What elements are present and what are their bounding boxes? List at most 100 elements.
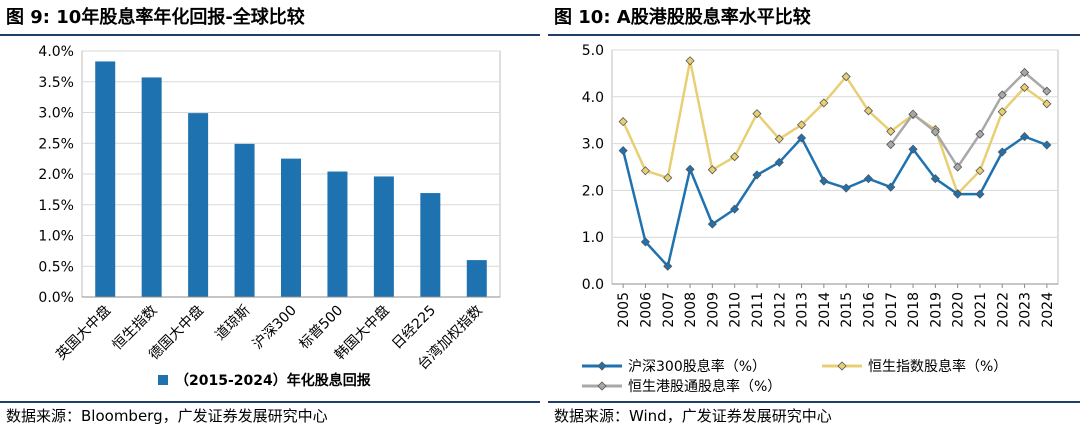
y-tick-label: 0.0% bbox=[38, 290, 74, 306]
right-figure-title: 图 10: A股港股股息率水平比较 bbox=[554, 3, 811, 33]
y-tick-label: 2.0 bbox=[582, 183, 604, 199]
x-tick-label: 2005 bbox=[616, 292, 632, 328]
data-point-marker bbox=[863, 174, 874, 184]
data-point-marker bbox=[1019, 82, 1030, 93]
x-tick-label: 英国大中盘 bbox=[53, 302, 115, 364]
data-point-marker bbox=[997, 147, 1007, 157]
y-tick-label: 2.5% bbox=[38, 136, 74, 152]
x-tick-label: 2006 bbox=[638, 292, 654, 328]
data-point-marker bbox=[930, 127, 940, 137]
x-tick-label: 2024 bbox=[1040, 292, 1056, 328]
right-figure-title-text: A股港股股息率水平比较 bbox=[616, 7, 811, 28]
x-tick-label: 2008 bbox=[683, 292, 699, 328]
legend-swatch bbox=[158, 375, 168, 385]
legend-label: （2015-2024）年化股息回报 bbox=[175, 372, 371, 389]
data-point-marker bbox=[1042, 140, 1052, 150]
data-point-marker bbox=[819, 176, 829, 186]
y-tick-label: 3.5% bbox=[38, 75, 74, 91]
right-source-note: 数据来源：Wind，广发证券发展研究中心 bbox=[554, 407, 832, 425]
data-point-marker bbox=[1019, 67, 1030, 78]
y-tick-label: 1.0% bbox=[38, 229, 74, 245]
data-point-marker bbox=[707, 165, 717, 175]
legend-label: 恒生指数股息率（%） bbox=[868, 358, 1007, 375]
data-point-marker bbox=[618, 117, 628, 127]
legend-label: 恒生港股通股息率（%） bbox=[628, 378, 781, 395]
y-tick-label: 4.0 bbox=[582, 90, 604, 106]
left-source-note: 数据来源：Bloomberg，广发证券发展研究中心 bbox=[6, 407, 328, 425]
data-point-marker bbox=[953, 162, 963, 172]
bar bbox=[95, 61, 116, 297]
x-tick-label: 2020 bbox=[951, 292, 967, 328]
bar bbox=[281, 158, 301, 297]
x-tick-label: 2016 bbox=[861, 292, 877, 328]
x-tick-label: 2012 bbox=[772, 292, 788, 328]
data-point-marker bbox=[685, 56, 695, 66]
data-point-marker bbox=[1042, 86, 1052, 96]
data-point-marker bbox=[975, 166, 985, 176]
data-point-marker bbox=[930, 174, 940, 184]
data-point-marker bbox=[640, 237, 651, 247]
legend-marker bbox=[837, 361, 847, 371]
data-point-marker bbox=[752, 109, 762, 119]
bar-chart: 0.0% 0.5% 1.0% 1.5% 2.0% 2.5% 3.0% 3.5% 4.0% 英国大中… bbox=[38, 44, 501, 389]
y-tick-label: 3.0 bbox=[582, 137, 604, 153]
x-tick-label: 2014 bbox=[817, 292, 833, 328]
data-point-marker bbox=[886, 182, 896, 192]
legend-label: 沪深300股息率（%） bbox=[628, 358, 766, 375]
data-point-marker bbox=[752, 170, 762, 180]
data-point-marker bbox=[730, 152, 740, 162]
y-tick-label: 5.0 bbox=[582, 43, 604, 59]
bar bbox=[141, 77, 162, 297]
left-title-rule bbox=[0, 34, 540, 36]
x-tick-label: 2013 bbox=[795, 292, 811, 328]
bar bbox=[327, 171, 348, 297]
x-tick-label: 2022 bbox=[995, 292, 1011, 328]
data-point-marker bbox=[640, 166, 651, 176]
x-tick-label: 2019 bbox=[928, 292, 944, 328]
x-tick-label: 2023 bbox=[1018, 292, 1034, 328]
data-point-marker bbox=[953, 189, 963, 199]
data-point-marker bbox=[774, 157, 784, 167]
bar bbox=[466, 260, 487, 297]
right-figure-number: 图 10: bbox=[554, 7, 611, 28]
y-tick-label: 0.0 bbox=[582, 277, 604, 293]
x-tick-label: 2015 bbox=[839, 292, 855, 328]
data-point-marker bbox=[796, 120, 807, 130]
data-point-marker bbox=[886, 126, 896, 136]
left-figure-title-text: 10年股息率年化回报-全球比较 bbox=[56, 7, 305, 28]
data-point-marker bbox=[886, 139, 896, 150]
x-tick-label: 2009 bbox=[705, 292, 721, 328]
right-source-rule bbox=[548, 401, 1080, 403]
x-tick-label: 2011 bbox=[750, 292, 766, 328]
x-tick-label: 道琼斯 bbox=[212, 303, 253, 344]
y-tick-label: 1.0 bbox=[582, 230, 604, 246]
left-figure-number: 图 9: bbox=[6, 7, 50, 28]
y-tick-label: 1.5% bbox=[38, 198, 74, 214]
data-point-marker bbox=[841, 72, 851, 82]
x-tick-label: 2021 bbox=[973, 292, 989, 328]
left-source-rule bbox=[0, 401, 540, 403]
x-tick-label: 2010 bbox=[728, 292, 744, 328]
x-tick-label: 2018 bbox=[906, 292, 922, 328]
data-point-marker bbox=[819, 98, 829, 108]
data-point-marker bbox=[796, 133, 807, 143]
y-tick-label: 3.0% bbox=[38, 106, 74, 122]
data-point-marker bbox=[1019, 132, 1030, 142]
data-point-marker bbox=[707, 219, 717, 229]
bar bbox=[420, 193, 441, 297]
right-title-rule bbox=[548, 34, 1080, 36]
data-point-marker bbox=[908, 144, 918, 154]
x-tick-label: 2017 bbox=[884, 292, 900, 328]
left-figure-panel: 图 9: 10年股息率年化回报-全球比较 0.0% 0.5% 1.0% 1.5% 2.0… bbox=[0, 7, 540, 425]
bar bbox=[373, 176, 394, 297]
y-tick-label: 0.5% bbox=[38, 259, 74, 275]
data-point-marker bbox=[774, 134, 784, 144]
y-tick-label: 4.0% bbox=[38, 44, 74, 60]
line-chart: 0.0 1.0 2.0 3.0 4.0 5.0 2005 2006 2007 2008 2009 20… bbox=[582, 43, 1059, 395]
data-point-marker bbox=[663, 173, 673, 183]
series-line bbox=[889, 70, 1048, 170]
series-line bbox=[622, 60, 1048, 197]
legend-marker bbox=[597, 381, 607, 391]
data-point-marker bbox=[730, 204, 740, 214]
legend-marker bbox=[597, 361, 607, 371]
